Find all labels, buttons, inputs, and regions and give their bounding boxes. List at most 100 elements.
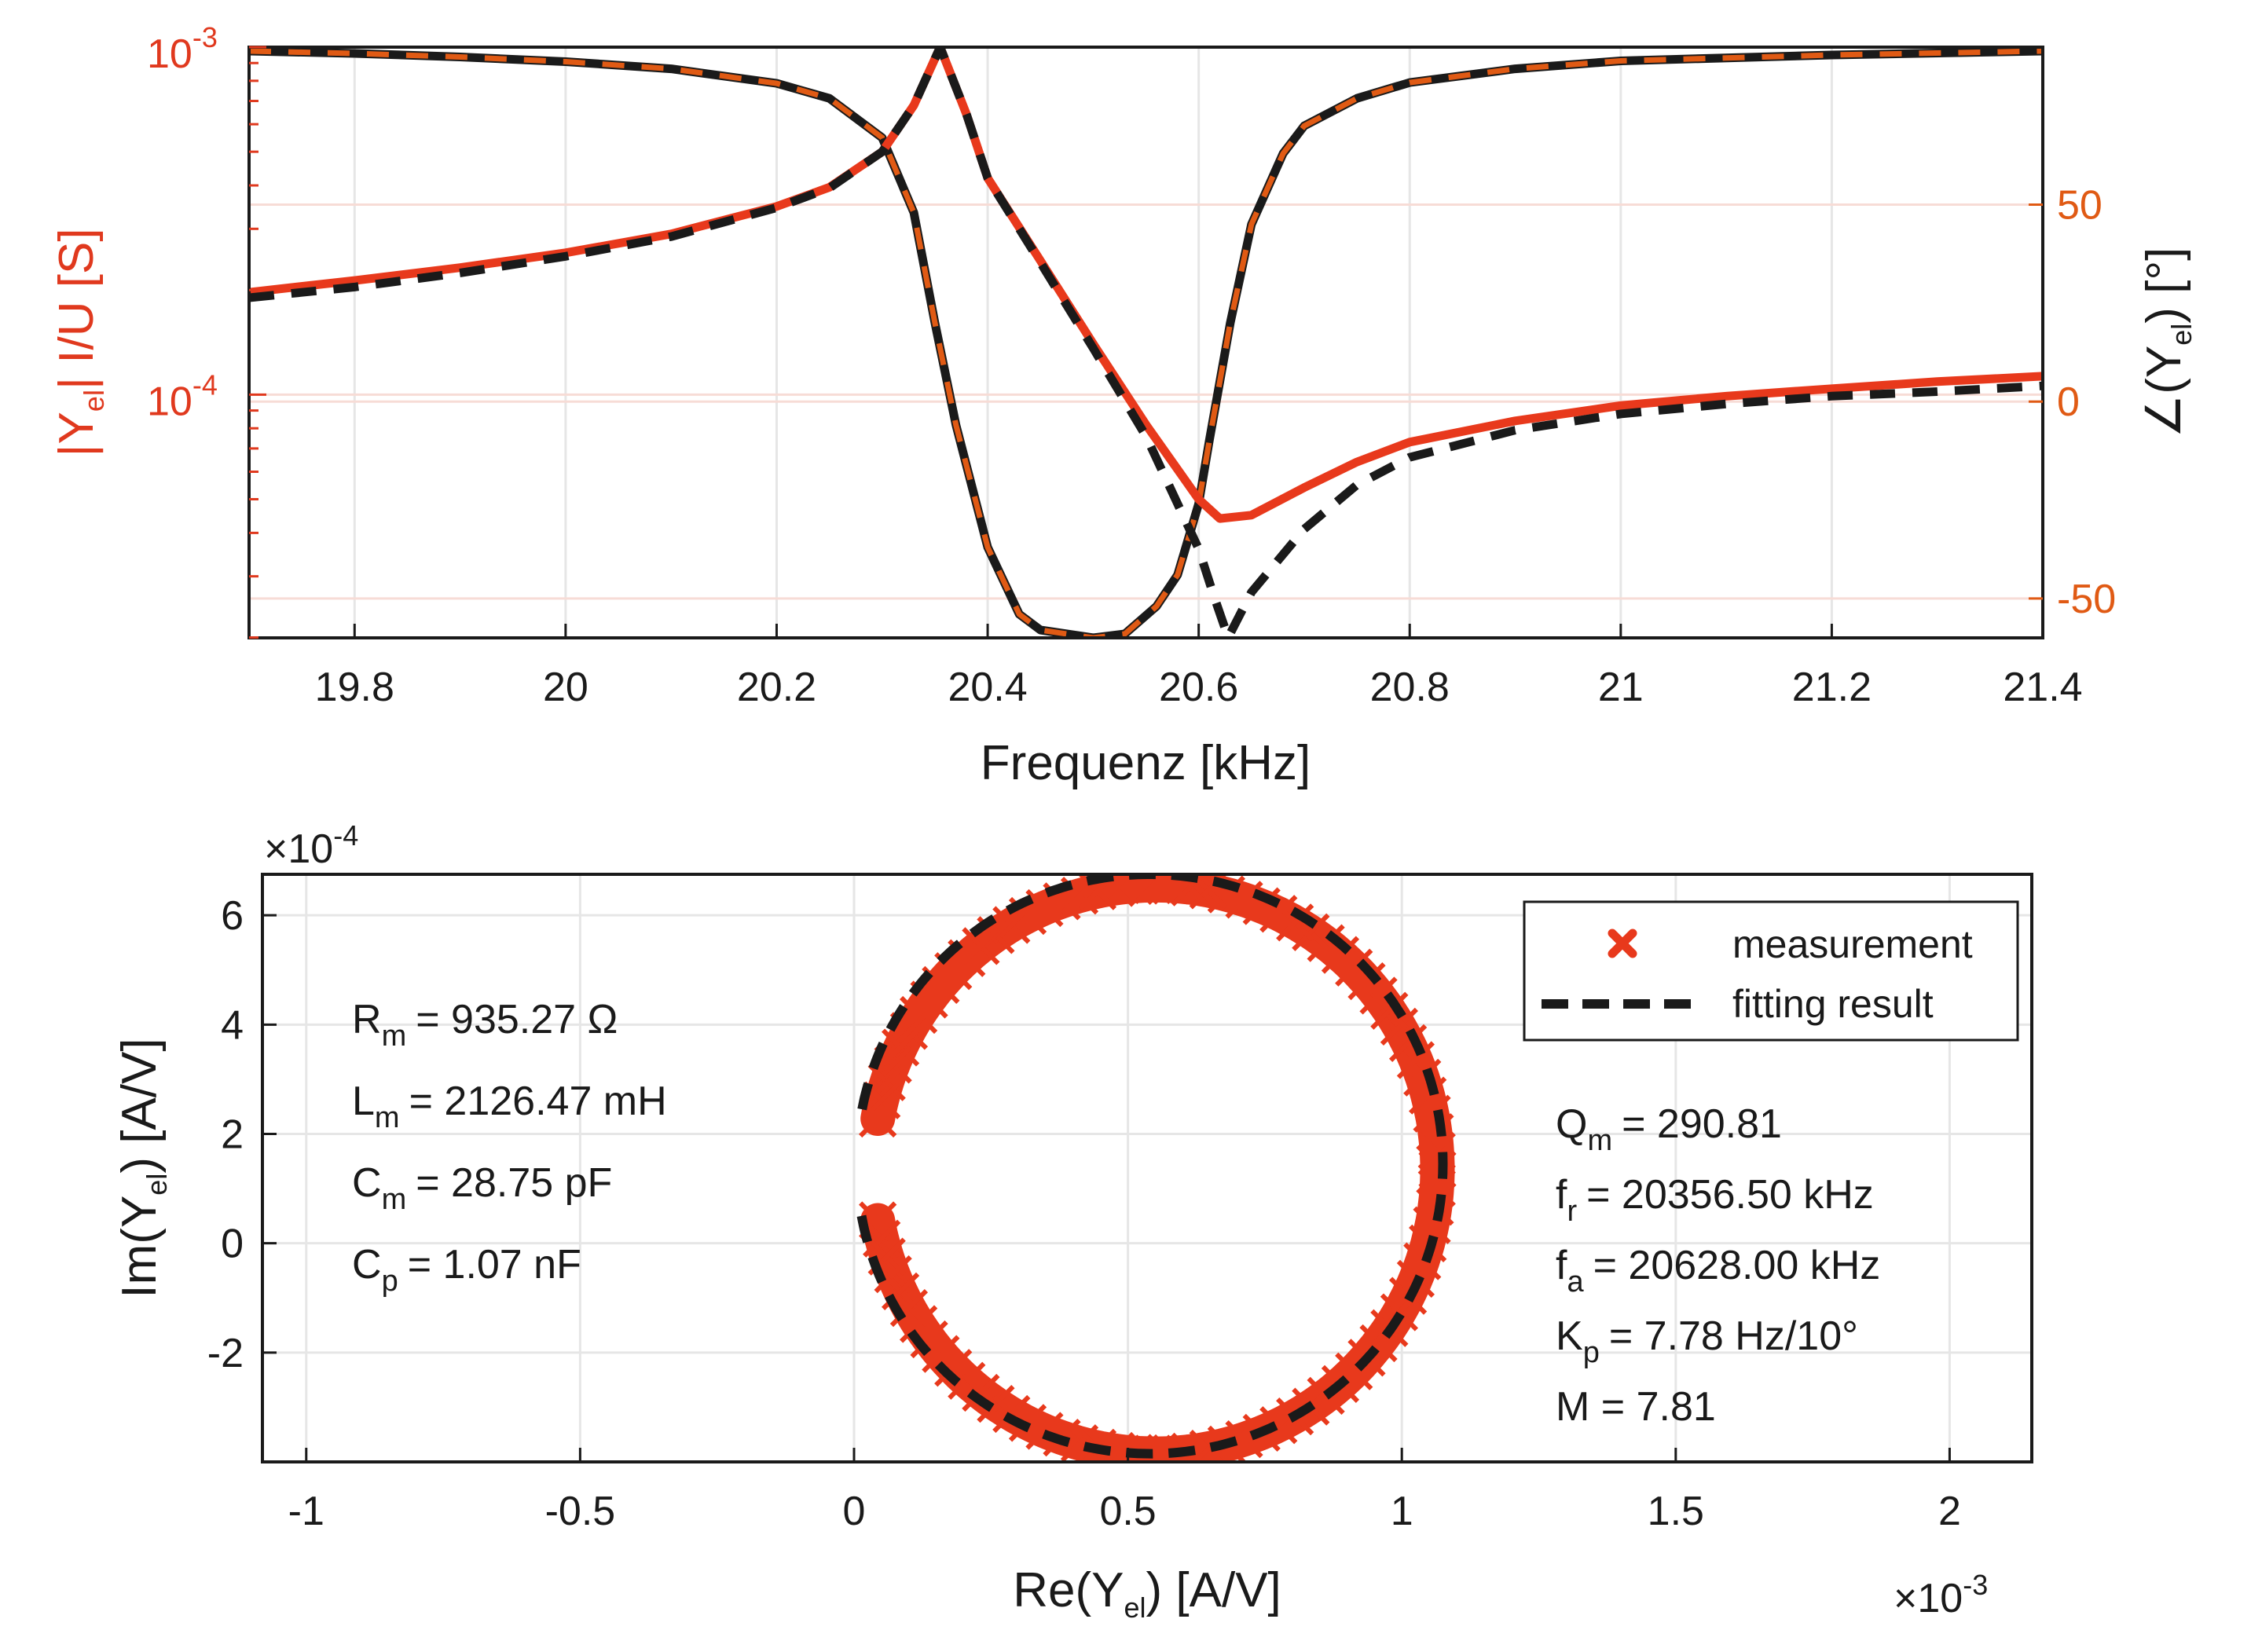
parameter-annotation: Kp = 7.78 Hz/10° — [1556, 1313, 1858, 1369]
x-exponent-base: ×10 — [1894, 1576, 1963, 1621]
measurement-marker — [1307, 924, 1345, 962]
fit-ring — [856, 874, 1448, 1459]
y-label-sub: el — [141, 1174, 173, 1196]
parameter-annotation: M = 7.81 — [1556, 1384, 1716, 1430]
bode-right-axis-label: ∠(Yel) [°] — [2137, 247, 2198, 438]
nyquist-x-tick-label: 0.5 — [1099, 1489, 1156, 1534]
bode-left-tick-label: 10-4 — [147, 368, 218, 424]
svg-text:|Yel| I/U [S]: |Yel| I/U [S] — [49, 228, 110, 456]
bode-plot-background — [249, 47, 2043, 638]
right-axis-label-pre: ∠(Y — [2137, 346, 2191, 438]
measurement-marker — [1060, 1424, 1099, 1462]
bode-series — [249, 47, 2043, 638]
legend-box — [1523, 900, 2019, 1042]
bode-x-tick-label: 20 — [543, 665, 588, 710]
parameter-annotation: Cm = 28.75 pF — [352, 1160, 612, 1216]
y-label-pre: Im(Y — [112, 1196, 167, 1299]
measurement-marker — [863, 1219, 901, 1258]
nyquist-x-tick-label: 1 — [1391, 1489, 1413, 1534]
measurement-marker — [1152, 874, 1186, 905]
measurement-marker — [1388, 1024, 1428, 1063]
parameter-annotation: Rm = 935.27 Ω — [352, 997, 618, 1053]
svg-text:∠(Yel) [°]: ∠(Yel) [°] — [2137, 247, 2198, 438]
measurement-marker — [1141, 1434, 1172, 1462]
measurement-marker — [1134, 874, 1168, 905]
measurement-markers — [859, 874, 1457, 1462]
bode-left-tick-label: 10-3 — [147, 21, 218, 77]
y-label-post: ) [A/V] — [112, 1038, 167, 1173]
measurement-marker — [992, 1394, 1031, 1434]
measurement-marker — [859, 1099, 897, 1138]
nyquist-series — [856, 874, 1457, 1462]
measurement-marker — [1370, 991, 1409, 1030]
nyquist-plot-frame — [261, 873, 2033, 1463]
parameter-annotations-right: Qm = 290.81 fr = 20356.50 kHz fa = 20628.00 k… — [1556, 1101, 1880, 1430]
legend-marker-measurement — [1608, 929, 1637, 958]
measurement-marker — [977, 1385, 1015, 1423]
y-exponent-power: -4 — [333, 819, 358, 852]
phase-fit-line — [249, 48, 2043, 638]
measurement-marker — [1403, 1058, 1442, 1097]
left-axis-label-sub: el — [78, 390, 110, 412]
left-axis-label-post: | I/U [S] — [49, 228, 104, 390]
measurement-marker — [1416, 1113, 1454, 1152]
parameter-annotation: fa = 20628.00 kHz — [1556, 1243, 1880, 1299]
legend-label-measurement: measurement — [1732, 922, 1973, 966]
legend: measurement fitting result — [1523, 900, 2019, 1042]
nyquist-y-exponent: ×10-4 — [264, 819, 358, 872]
bode-panel: 19.8 20 20.2 20.4 20.6 20.8 21 21.2 21.4 -50 0 50 10… — [49, 21, 2198, 790]
measurement-marker — [899, 1305, 938, 1343]
parameter-annotations-left: Rm = 935.27 Ω Lm = 2126.47 mH Cm = 28.75 pF Cp… — [352, 997, 667, 1298]
bode-ticks: 19.8 20 20.2 20.4 20.6 20.8 21 21.2 21.4 -50 0 50 10… — [147, 21, 2116, 710]
measurement-marker — [1417, 1131, 1456, 1170]
nyquist-x-tick-label: -0.5 — [545, 1489, 616, 1534]
bode-x-tick-label: 20.8 — [1370, 665, 1450, 710]
measurement-marker — [1025, 1412, 1064, 1450]
measurement-marker — [1413, 1094, 1451, 1133]
nyquist-y-axis-label: Im(Yel) [A/V] — [112, 1038, 173, 1298]
bode-plot-frame — [247, 46, 2044, 639]
bode-x-tick-label: 19.8 — [315, 665, 394, 710]
nyquist-x-axis-label: Re(Yel) [A/V] — [1013, 1563, 1281, 1624]
right-axis-label-post: ) [°] — [2137, 247, 2191, 324]
y-exponent-base: ×10 — [264, 826, 333, 872]
bode-x-tick-label: 20.2 — [737, 665, 816, 710]
bode-x-tick-label: 20.4 — [948, 665, 1027, 710]
parameter-annotation: fr = 20356.50 kHz — [1556, 1172, 1874, 1228]
nyquist-x-tick-label: 0 — [843, 1489, 866, 1534]
parameter-annotation: Cp = 1.07 nF — [352, 1242, 581, 1298]
right-axis-label-sub: el — [2165, 324, 2198, 346]
nyquist-y-tick-label: 4 — [221, 1002, 244, 1048]
measurement-marker — [1417, 1169, 1456, 1207]
nyquist-x-exponent: ×10-3 — [1894, 1569, 1988, 1621]
nyquist-ticks: -1 -0.5 0 0.5 1 1.5 2 -2 0 2 4 6 — [207, 893, 1961, 1534]
measurement-marker — [962, 1373, 1000, 1412]
left-axis-label-pre: |Y — [49, 412, 104, 456]
measurement-marker — [1101, 1431, 1135, 1462]
nyquist-x-tick-label: -1 — [288, 1489, 324, 1534]
magnitude-fit-line — [249, 47, 2043, 638]
x-exponent-power: -3 — [1963, 1569, 1988, 1601]
measurement-marker — [1242, 887, 1281, 925]
nyquist-y-tick-label: 6 — [221, 893, 244, 939]
measurement-marker — [1225, 881, 1263, 919]
measurement-marker — [1380, 1007, 1419, 1046]
nyquist-x-tick-label: 1.5 — [1648, 1489, 1704, 1534]
x-label-post: ) [A/V] — [1146, 1563, 1281, 1617]
bode-x-tick-label: 20.6 — [1159, 665, 1238, 710]
measurement-marker — [1409, 1076, 1447, 1115]
parameter-annotation: Lm = 2126.47 mH — [352, 1079, 667, 1134]
nyquist-y-tick-label: 0 — [221, 1222, 244, 1267]
parameter-annotation: Qm = 290.81 — [1556, 1101, 1782, 1157]
bode-right-tick-label: 50 — [2057, 183, 2103, 229]
measurement-marker — [1276, 903, 1314, 942]
bode-right-tick-label: -50 — [2057, 577, 2116, 622]
bode-x-axis-label: Frequenz [kHz] — [981, 736, 1311, 790]
measurement-marker — [874, 1255, 912, 1294]
svg-text:Im(Yel) [A/V]: Im(Yel) [A/V] — [112, 1038, 173, 1298]
x-label-sub: el — [1124, 1592, 1146, 1624]
nyquist-x-tick-label: 2 — [1938, 1489, 1961, 1534]
legend-label-fit: fitting result — [1732, 982, 1934, 1026]
measurement-marker — [1418, 1150, 1457, 1189]
